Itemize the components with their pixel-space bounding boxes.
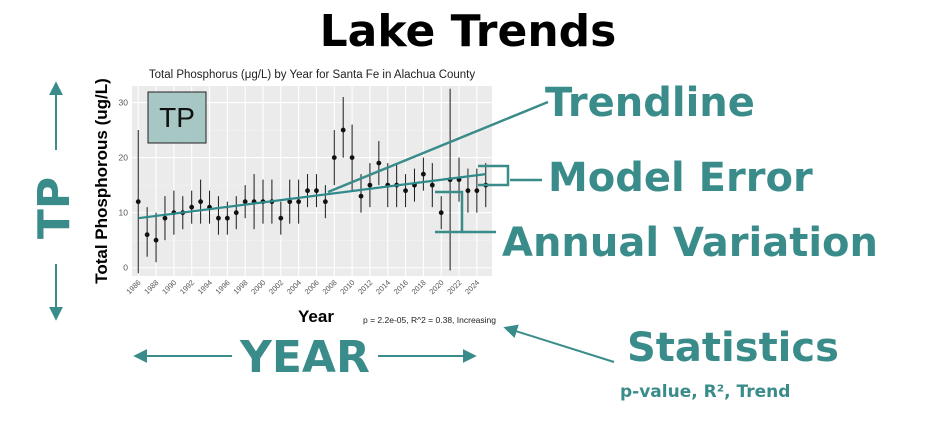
x-tick-label: 2006 [303,278,321,296]
data-point [287,199,293,205]
data-points [135,127,489,243]
x-tick-label: 2004 [285,278,303,296]
data-point [198,199,204,205]
data-point [438,210,444,216]
x-tick-label: 1986 [124,278,142,296]
x-tick-label: 2018 [410,278,428,296]
year-axis-callout: YEAR [240,332,370,383]
data-point [296,199,302,205]
statistics-label: Statistics [627,325,839,371]
x-tick-label: 1998 [231,278,249,296]
x-tick-label: 1992 [178,278,196,296]
page-title: Lake Trends [319,6,617,57]
y-tick-label: 10 [119,208,129,218]
data-point [135,199,141,205]
tp-axis-callout: TP [29,176,80,240]
annual-variation-bracket [435,190,464,234]
data-point [216,215,221,221]
data-point [420,171,426,177]
y-tick-label: 30 [119,98,129,108]
model-error-label: Model Error [548,155,813,201]
y-tick-label: 0 [123,263,128,273]
x-tick-label: 2002 [267,278,285,296]
data-point [189,204,195,210]
data-point [331,155,337,160]
data-point [474,188,480,194]
stats-text: p = 2.2e-05, R^2 = 0.38, Increasing [363,315,496,325]
x-tick-label: 2022 [445,278,463,296]
x-tick-label: 2000 [249,278,267,296]
data-point [305,188,310,194]
data-point [144,232,150,238]
x-tick-label: 1988 [142,278,160,296]
data-point [403,188,408,194]
statistics-arrow [503,324,615,363]
data-point [162,215,168,221]
x-tick-label: 2008 [321,278,339,296]
data-point [153,237,159,243]
y-tick-labels: 0 10 20 30 [119,98,129,273]
x-tick-label: 1994 [196,278,214,296]
tp-inset-box [147,91,207,144]
data-point [233,210,239,216]
data-point [429,182,435,188]
data-point [242,199,248,205]
trendline [138,173,486,220]
data-point [349,155,355,160]
x-tick-label: 2016 [392,278,410,296]
statistics-sublabel: p-value, R², Trend [620,382,791,402]
y-tick-label: 20 [119,153,129,163]
data-point [314,188,319,194]
data-point [278,215,284,221]
data-point [340,127,346,133]
model-error-bracket [478,164,510,187]
x-tick-label: 2020 [427,278,445,296]
data-point [322,199,328,205]
data-point [224,215,230,221]
y-axis-label: Total Phosphorous (ug/L) [92,78,111,284]
x-tick-label: 2010 [338,278,356,296]
x-tick-labels: 1986 1988 1990 1992 1994 1996 1998 2000 2002 2004… [124,278,481,296]
data-point [367,182,373,188]
x-tick-label: 1990 [160,278,178,296]
data-point [358,193,364,199]
x-tick-label: 2014 [374,278,392,296]
annual-variation-label: Annual Variation [502,220,878,266]
x-tick-label: 2024 [463,278,481,296]
data-point [465,188,471,194]
tp-inset-label: TP [159,102,195,133]
x-tick-label: 1996 [214,278,232,296]
trendline-callout-line [327,100,549,194]
trendline-label: Trendline [545,80,755,126]
data-point [376,160,382,166]
chart-title: Total Phosphorus (μg/L) by Year for Sant… [149,69,476,81]
x-tick-label: 2012 [356,278,374,296]
x-axis-label: Year [298,307,334,326]
